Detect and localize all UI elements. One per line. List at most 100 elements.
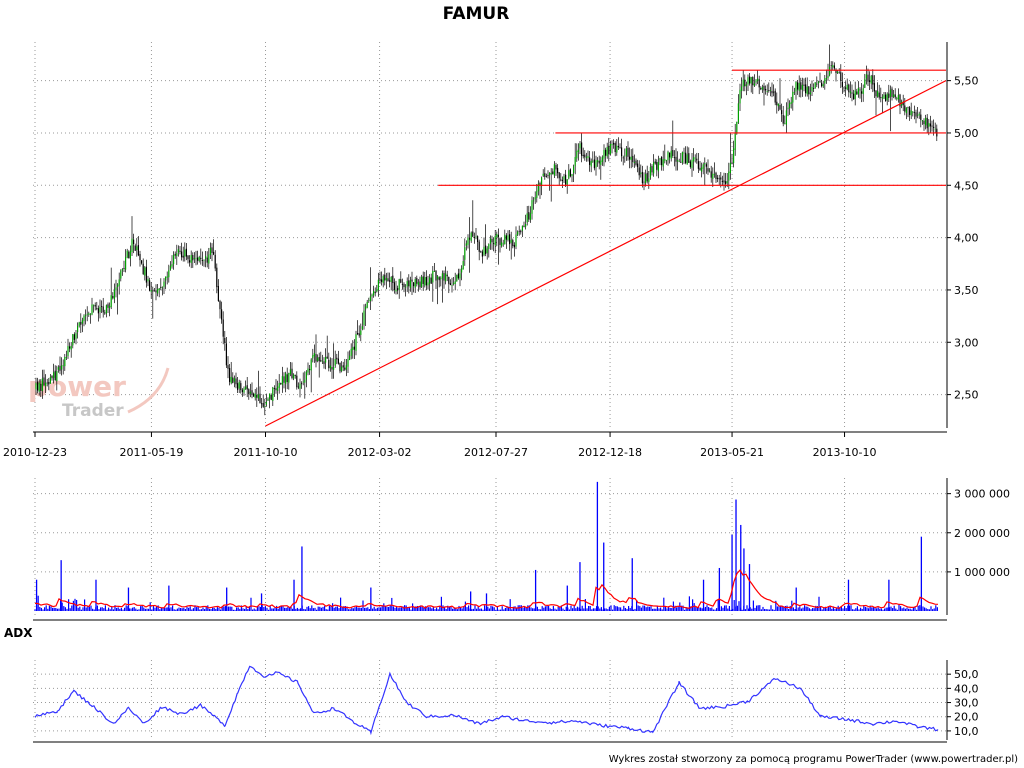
candle-body [640,172,642,174]
candle-body [59,365,61,371]
candle-body [416,278,418,284]
candle-body [462,261,464,270]
candle-body [539,183,541,186]
candle-body [192,255,194,261]
candle-body [361,326,363,330]
adx-y-tick-label: 40,0 [954,682,979,695]
candle-body [600,160,602,165]
candle-body [736,122,738,134]
price-y-tick-label: 3,00 [954,336,979,349]
candle-body [497,234,499,237]
candle-body [345,365,347,370]
candle-body [929,123,931,127]
candle-body [616,145,618,153]
x-tick-label: 2012-12-18 [578,446,642,459]
candle-body [693,157,695,162]
candle-body [659,158,661,161]
candle-body [824,78,826,84]
candle-body [243,388,245,393]
candle-body [472,231,474,237]
candle-body [869,80,871,83]
candle-body [822,84,824,87]
candle-body [339,362,341,372]
candle-body [373,291,375,296]
candle-body [645,174,647,184]
candle-body [859,89,861,91]
candle-body [625,148,627,156]
candle-body [221,309,223,320]
candle-body [862,88,864,94]
candle-body [405,286,407,288]
candle-body [630,156,632,160]
candle-body [569,169,571,177]
candle-body [531,200,533,214]
candle-body [865,74,867,79]
candle-body [173,254,175,265]
candle-body [344,367,346,370]
candle-body [664,159,666,161]
candle-body [305,371,307,380]
candle-body [537,183,539,192]
candle-body [851,92,853,94]
price-grid [33,42,947,430]
candle-body [789,103,791,109]
candle-body [867,74,869,82]
candle-body [43,377,45,386]
candle-body [913,112,915,114]
candle-body [275,388,277,391]
candle-body [595,160,597,168]
candle-body [909,107,911,115]
candle-body [325,357,327,363]
candle-body [91,304,93,315]
trend-line [265,80,947,427]
candle-body [758,79,760,88]
candle-body [125,257,127,270]
candle-body [861,91,863,94]
candle-body [518,230,520,232]
candle-body [521,225,523,231]
candle-body [270,394,272,400]
candle-body [705,164,707,167]
candle-body [720,177,722,180]
candle-body [366,301,368,308]
candle-body [363,310,365,326]
adx-y-tick-label: 50,0 [954,668,979,681]
candle-body [737,103,739,123]
candle-body [841,81,843,87]
candle-body [153,290,155,292]
candle-body [752,76,754,86]
candle-body [419,281,421,288]
candle-body [349,355,351,360]
candle-body [219,301,221,310]
candle-body [139,253,141,261]
candle-body [774,90,776,103]
candle-body [912,111,914,113]
candle-body [86,313,88,315]
candle-body [197,257,199,261]
candle-body [648,178,650,182]
candle-body [97,308,99,314]
candle-body [301,383,303,385]
candle-body [800,82,802,90]
candle-body [174,253,176,256]
candle-body [528,212,530,220]
candle-body [889,89,891,97]
candle-body [129,250,131,259]
candle-body [392,275,394,284]
candle-body [398,279,400,290]
candle-body [432,270,434,283]
candle-body [160,286,162,288]
candle-body [697,161,699,169]
candle-body [507,235,509,240]
candle-body [509,234,511,245]
candle-body [617,145,619,148]
candle-body [46,382,48,384]
candle-body [384,274,386,281]
candle-body [427,282,429,286]
x-tick-label: 2012-03-02 [348,446,412,459]
candle-body [587,155,589,158]
candle-body [718,178,720,180]
candle-body [237,383,239,390]
candle-body [85,314,87,317]
candle-body [96,307,98,309]
